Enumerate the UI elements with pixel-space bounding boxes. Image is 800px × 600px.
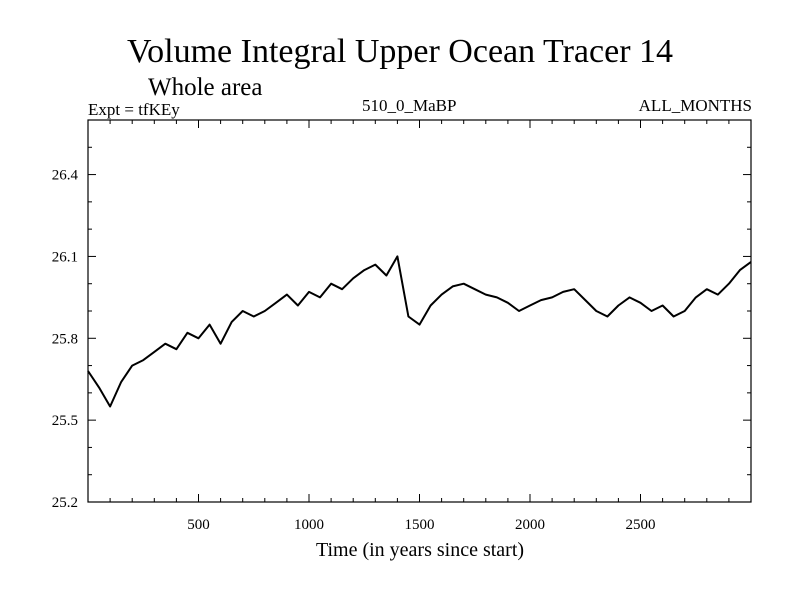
- x-tick-label: 1500: [405, 517, 435, 533]
- chart-title: Volume Integral Upper Ocean Tracer 14: [126, 33, 674, 70]
- period-label: ALL_MONTHS: [638, 96, 752, 115]
- series-layer: [87, 255, 752, 408]
- x-tick-label: 2000: [515, 517, 545, 533]
- x-tick-label: 2500: [626, 517, 656, 533]
- y-axis: 25.2 25.5 25.8 26.1 26.4: [52, 146, 751, 511]
- x-tick-label: 500: [187, 517, 210, 533]
- series-line-0: [87, 255, 752, 408]
- run-label: 510_0_MaBP: [362, 96, 457, 115]
- y-tick-label: 25.5: [52, 413, 78, 429]
- x-tick-label: 1000: [294, 517, 324, 533]
- y-tick-label: 26.4: [52, 168, 79, 184]
- y-tick-label: 26.1: [52, 249, 78, 265]
- x-axis: 500 1000 1500 2000 2500: [109, 120, 730, 533]
- chart-subtitle: Whole area: [148, 74, 263, 101]
- experiment-label: Expt = tfKEy: [88, 100, 180, 119]
- y-tick-label: 25.2: [52, 495, 78, 511]
- y-tick-label: 25.8: [52, 331, 78, 347]
- x-axis-label: Time (in years since start): [316, 539, 524, 561]
